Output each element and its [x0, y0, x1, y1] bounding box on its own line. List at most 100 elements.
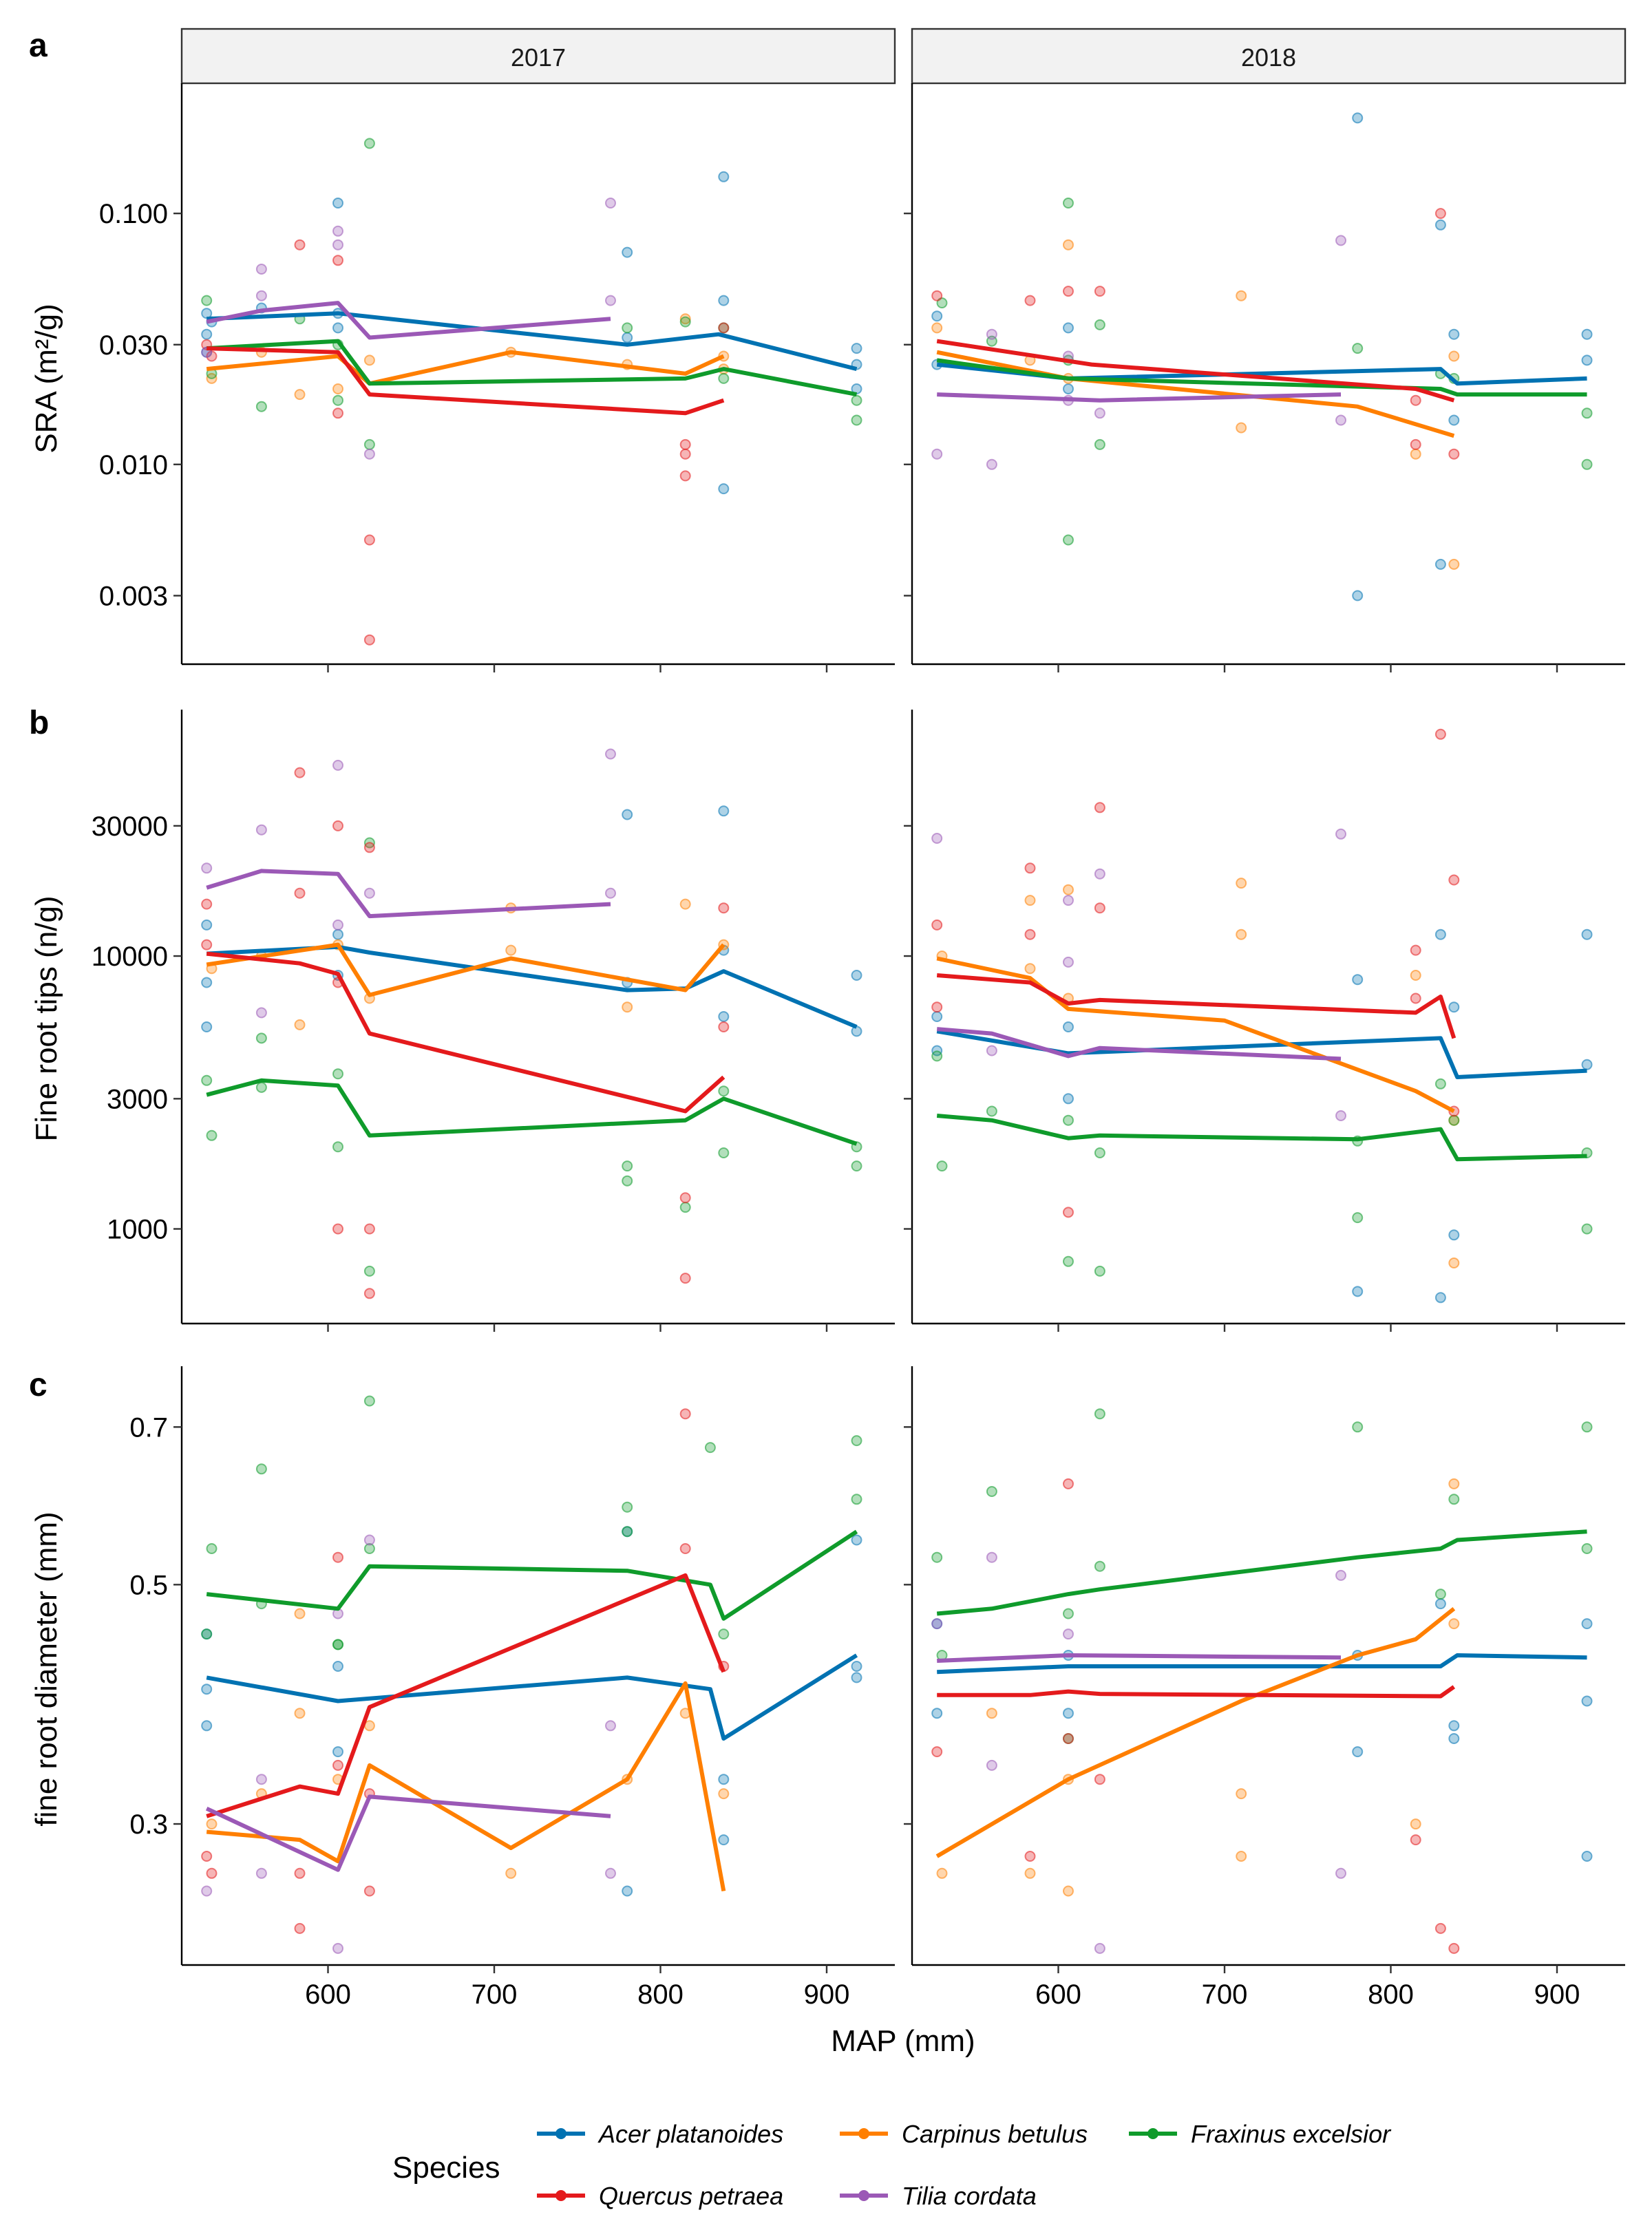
data-point [1335, 414, 1346, 426]
data-point [718, 1085, 730, 1097]
data-point [332, 1661, 343, 1672]
data-point [363, 634, 375, 646]
data-point [1352, 1286, 1364, 1297]
panel-tag-a: a [29, 28, 47, 64]
data-point [931, 1708, 943, 1719]
data-point [201, 1885, 213, 1897]
data-point [1434, 219, 1446, 231]
x-tick-label: 800 [637, 1979, 684, 2010]
data-point [255, 1774, 267, 1785]
data-point [851, 343, 862, 354]
data-point [931, 1001, 943, 1013]
data-point [1063, 1207, 1074, 1218]
series-line [206, 339, 858, 397]
data-point [1448, 1494, 1460, 1505]
data-point [986, 328, 997, 340]
data-point [1094, 1942, 1105, 1954]
series-line [936, 1027, 1342, 1061]
data-point [1581, 407, 1593, 419]
data-point [605, 1720, 616, 1732]
data-point [1094, 1408, 1105, 1420]
data-point [1448, 1114, 1460, 1126]
data-point [718, 483, 730, 495]
x-tick-label: 600 [305, 1979, 351, 2010]
series-line [206, 1529, 858, 1621]
data-point [363, 354, 375, 366]
data-point [622, 332, 633, 343]
data-point [363, 1534, 375, 1546]
data-point [294, 1867, 306, 1879]
legend-title: Species [392, 2151, 500, 2185]
data-point [294, 1708, 306, 1719]
data-point [1094, 902, 1105, 914]
y-tick-label: 0.100 [99, 199, 168, 229]
data-point [1063, 1708, 1074, 1719]
data-point [206, 1818, 218, 1830]
data-point [363, 1223, 375, 1235]
series-line [205, 1794, 611, 1872]
data-point [1063, 198, 1074, 209]
y-tick-label: 0.003 [99, 581, 168, 611]
data-point [1063, 1478, 1074, 1489]
panel-b: 30000 10000 3000 1000 [92, 710, 1625, 1332]
data-point [1410, 394, 1421, 406]
data-point [1448, 1942, 1460, 1954]
data-point [294, 1019, 306, 1030]
data-point [1024, 928, 1036, 940]
data-point [1063, 884, 1074, 895]
y-tick-label: 0.010 [99, 450, 168, 480]
x-axis-title: MAP (mm) [831, 2024, 975, 2058]
legend-item: Quercus petraea [537, 2182, 783, 2210]
data-point [986, 1551, 997, 1563]
data-point [1581, 1543, 1593, 1554]
data-point [1448, 448, 1460, 460]
data-point [1434, 1589, 1446, 1600]
data-point [1581, 458, 1593, 470]
data-point [294, 389, 306, 401]
data-point [704, 1442, 716, 1454]
data-point [1063, 239, 1074, 251]
data-point [1581, 1059, 1593, 1070]
data-point [1094, 1774, 1105, 1785]
series-line [206, 1078, 858, 1146]
data-point [622, 1885, 633, 1897]
data-point [1448, 328, 1460, 340]
data-point [1094, 802, 1105, 814]
data-point [1352, 1746, 1364, 1758]
data-point [332, 759, 343, 771]
series-line [937, 1653, 1342, 1663]
plot-layer: 0.100 0.030 0.010 0.003 30000 10000 3000 1000 0.… [92, 83, 1625, 2010]
data-point [332, 322, 343, 334]
data-point [718, 1147, 730, 1158]
facet-label: 2017 [511, 43, 566, 72]
series-line [936, 1529, 1587, 1616]
data-point [851, 414, 862, 426]
data-point [201, 295, 213, 306]
data-point [1448, 1733, 1460, 1744]
data-point [1434, 1598, 1446, 1610]
data-point [332, 1759, 343, 1771]
series-line [206, 942, 726, 997]
data-point [332, 1551, 343, 1563]
data-point [1063, 1114, 1074, 1126]
data-point [332, 383, 343, 394]
data-point [201, 328, 213, 340]
data-point [255, 1463, 267, 1475]
data-point [931, 1746, 943, 1758]
data-point [622, 246, 633, 258]
data-point [1410, 1818, 1421, 1830]
data-point [605, 887, 616, 899]
data-point [1352, 343, 1364, 354]
data-point [851, 1494, 862, 1505]
data-point [1063, 1021, 1074, 1032]
data-point [718, 1834, 730, 1846]
y-tick-label: 1000 [107, 1215, 168, 1245]
data-point [201, 977, 213, 988]
y-tick-label: 3000 [107, 1084, 168, 1114]
series-line [206, 311, 858, 372]
series-line [936, 956, 1455, 1114]
series-line [206, 350, 725, 386]
data-point [718, 1011, 730, 1022]
data-point [718, 372, 730, 384]
